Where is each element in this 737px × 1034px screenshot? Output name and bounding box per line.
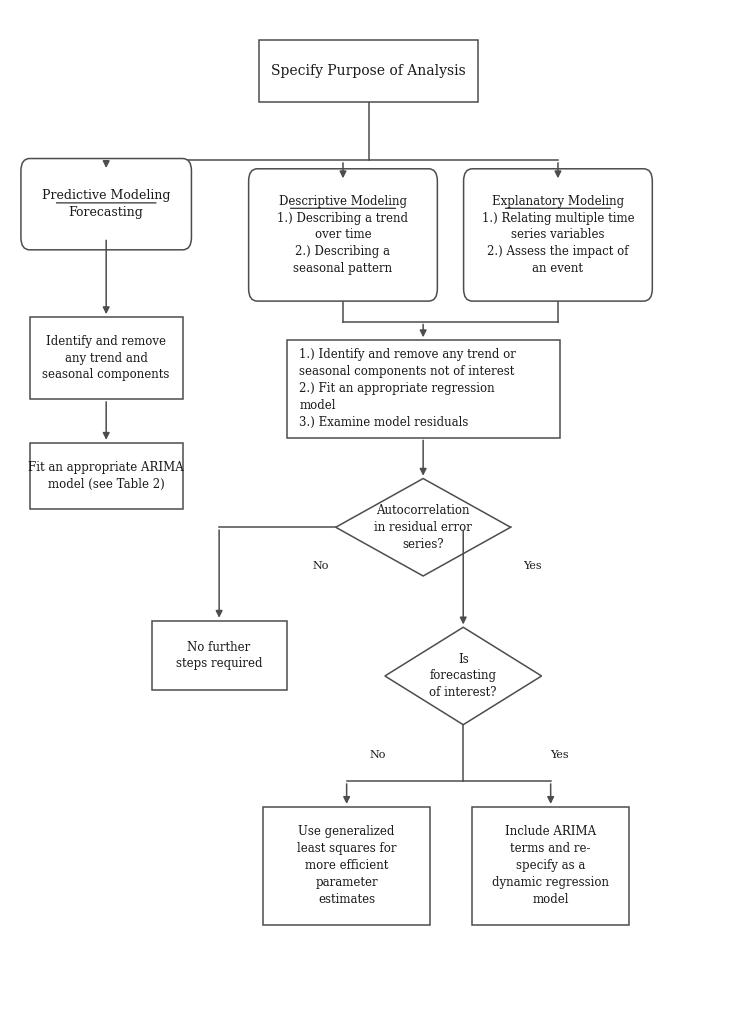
Text: parameter: parameter	[315, 876, 378, 889]
Text: an event: an event	[532, 263, 584, 275]
Text: 3.) Examine model residuals: 3.) Examine model residuals	[299, 416, 469, 429]
Bar	[472, 807, 629, 924]
Text: 2.) Fit an appropriate regression: 2.) Fit an appropriate regression	[299, 383, 495, 395]
Text: over time: over time	[315, 229, 371, 242]
Text: model: model	[532, 893, 569, 906]
Text: model (see Table 2): model (see Table 2)	[48, 478, 164, 491]
Text: estimates: estimates	[318, 893, 375, 906]
Text: Yes: Yes	[523, 561, 542, 571]
Bar	[287, 340, 560, 437]
Bar	[263, 807, 430, 924]
Text: 1.) Identify and remove any trend or: 1.) Identify and remove any trend or	[299, 348, 516, 362]
Polygon shape	[336, 479, 511, 576]
Text: series variables: series variables	[511, 229, 604, 242]
Text: seasonal components not of interest: seasonal components not of interest	[299, 365, 514, 378]
Text: Predictive Modeling: Predictive Modeling	[42, 189, 170, 203]
Text: steps required: steps required	[176, 658, 262, 670]
Text: model: model	[299, 399, 336, 413]
Text: Include ARIMA: Include ARIMA	[505, 825, 596, 839]
Text: in residual error: in residual error	[374, 521, 472, 534]
Text: specify as a: specify as a	[516, 859, 585, 873]
Text: Fit an appropriate ARIMA: Fit an appropriate ARIMA	[28, 461, 184, 474]
Bar	[29, 317, 183, 399]
Text: least squares for: least squares for	[297, 843, 397, 855]
Text: Explanatory Modeling: Explanatory Modeling	[492, 194, 624, 208]
FancyBboxPatch shape	[21, 158, 192, 250]
Text: Use generalized: Use generalized	[298, 825, 395, 839]
Polygon shape	[385, 628, 542, 725]
Text: more efficient: more efficient	[305, 859, 388, 873]
Text: Yes: Yes	[551, 751, 569, 760]
Text: No: No	[369, 751, 385, 760]
Text: 2.) Describing a: 2.) Describing a	[296, 245, 391, 258]
Text: forecasting: forecasting	[430, 669, 497, 682]
Bar	[152, 620, 287, 691]
Text: Identify and remove: Identify and remove	[46, 335, 166, 347]
Text: 2.) Assess the impact of: 2.) Assess the impact of	[487, 245, 629, 258]
Text: Descriptive Modeling: Descriptive Modeling	[279, 194, 407, 208]
Text: Is: Is	[458, 652, 469, 666]
Text: Specify Purpose of Analysis: Specify Purpose of Analysis	[271, 64, 466, 78]
Text: No further: No further	[187, 640, 251, 653]
Text: 1.) Relating multiple time: 1.) Relating multiple time	[482, 212, 635, 224]
Text: terms and re-: terms and re-	[511, 843, 591, 855]
Text: seasonal pattern: seasonal pattern	[293, 263, 393, 275]
Bar	[259, 40, 478, 101]
Text: of interest?: of interest?	[430, 687, 497, 699]
Text: Autocorrelation: Autocorrelation	[377, 504, 470, 517]
Text: seasonal components: seasonal components	[43, 368, 170, 382]
Text: 1.) Describing a trend: 1.) Describing a trend	[278, 212, 408, 224]
Text: No: No	[313, 561, 329, 571]
Text: series?: series?	[402, 538, 444, 551]
FancyBboxPatch shape	[464, 169, 652, 301]
Bar	[29, 443, 183, 510]
Text: Forecasting: Forecasting	[69, 206, 144, 219]
FancyBboxPatch shape	[248, 169, 437, 301]
Text: any trend and: any trend and	[65, 352, 147, 365]
Text: dynamic regression: dynamic regression	[492, 876, 609, 889]
